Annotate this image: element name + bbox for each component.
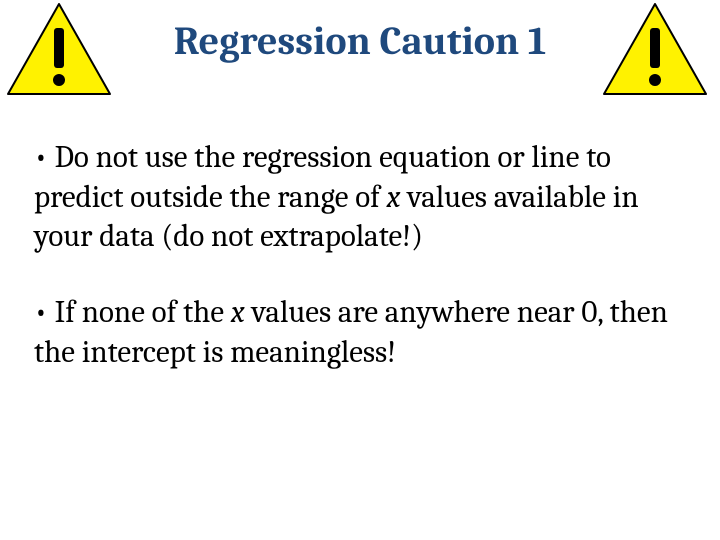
exclaim-dot xyxy=(53,74,65,86)
slide-container: Regression Caution 1 • Do not use the re… xyxy=(0,0,720,540)
exclaim-bar xyxy=(650,28,660,68)
bullet-item: • If none of the x values are anywhere n… xyxy=(34,293,686,372)
header: Regression Caution 1 xyxy=(0,0,720,110)
warning-icon-right xyxy=(600,0,710,100)
bullet-mark: • xyxy=(34,139,55,175)
bullet-mark: • xyxy=(34,294,55,330)
italic-text: x xyxy=(231,294,245,330)
warning-triangle-icon xyxy=(600,0,710,100)
body: • Do not use the regression equation or … xyxy=(0,110,720,372)
bullet-item: • Do not use the regression equation or … xyxy=(34,138,686,257)
italic-text: x xyxy=(387,179,401,215)
text-run: If none of the xyxy=(55,294,231,330)
exclaim-dot xyxy=(649,74,661,86)
